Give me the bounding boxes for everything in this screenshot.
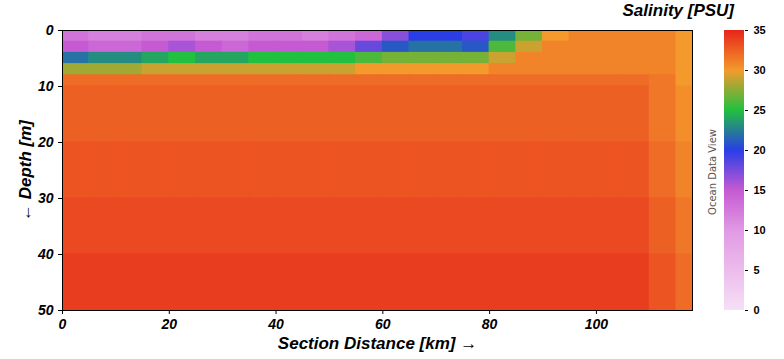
svg-text:← Depth [m]: ← Depth [m] [16, 119, 35, 221]
svg-text:35: 35 [754, 24, 766, 36]
svg-text:20: 20 [37, 134, 54, 150]
svg-text:15: 15 [754, 184, 766, 196]
svg-text:10: 10 [754, 224, 766, 236]
svg-text:30: 30 [38, 190, 54, 206]
svg-text:5: 5 [754, 264, 760, 276]
svg-text:0: 0 [59, 316, 67, 332]
svg-text:10: 10 [38, 78, 54, 94]
svg-text:60: 60 [375, 316, 391, 332]
html-text:Salinity [PSU]: Salinity [PSU] [622, 1, 734, 20]
svg-text:Section Distance [km] →: Section Distance [km] → [278, 334, 477, 353]
svg-text:0: 0 [754, 304, 760, 316]
svg-text:100: 100 [585, 316, 609, 332]
svg-text:80: 80 [482, 316, 498, 332]
svg-text:20: 20 [160, 316, 177, 332]
svg-text:50: 50 [38, 302, 54, 318]
html-text:Ocean Data View: Ocean Data View [706, 129, 718, 215]
svg-text:40: 40 [37, 246, 54, 262]
svg-text:30: 30 [754, 64, 766, 76]
svg-text:20: 20 [754, 144, 766, 156]
svg-text:40: 40 [267, 316, 284, 332]
svg-text:0: 0 [46, 22, 54, 38]
svg-text:25: 25 [754, 104, 766, 116]
